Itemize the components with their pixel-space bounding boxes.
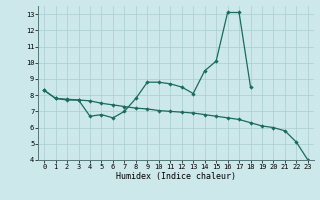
- X-axis label: Humidex (Indice chaleur): Humidex (Indice chaleur): [116, 172, 236, 181]
